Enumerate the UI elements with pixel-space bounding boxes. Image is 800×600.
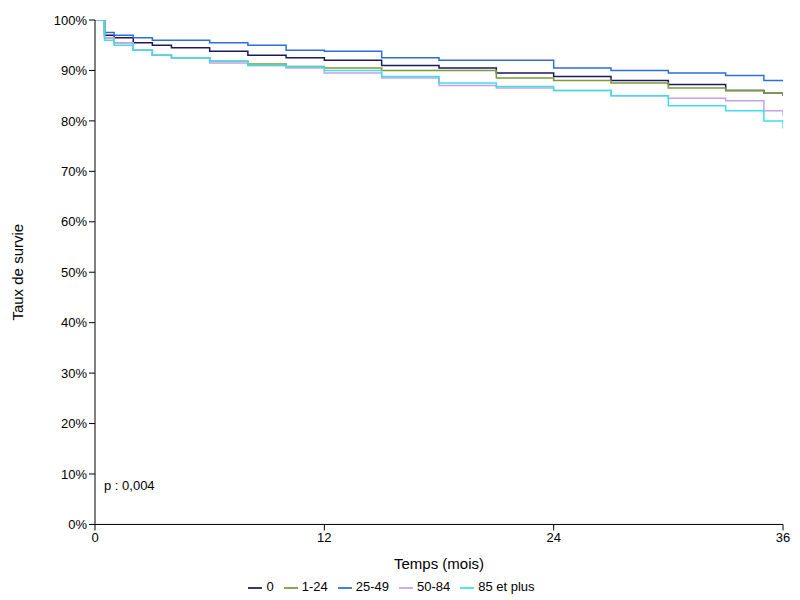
svg-text:0: 0 — [91, 530, 98, 545]
html-text:1-24: 1-24 — [301, 579, 328, 595]
html-text:25-49: 25-49 — [355, 579, 389, 595]
svg-text:30%: 30% — [61, 366, 87, 381]
svg-text:0%: 0% — [68, 517, 87, 532]
svg-text:40%: 40% — [61, 315, 87, 330]
svg-text:24: 24 — [546, 530, 560, 545]
svg-text:90%: 90% — [61, 63, 87, 78]
svg-text:20%: 20% — [61, 416, 87, 431]
svg-text:10%: 10% — [61, 467, 87, 482]
svg-text:36: 36 — [776, 530, 790, 545]
svg-text:60%: 60% — [61, 214, 87, 229]
svg-text:80%: 80% — [61, 114, 87, 129]
svg-text:Temps (mois): Temps (mois) — [394, 555, 484, 572]
svg-text:12: 12 — [317, 530, 331, 545]
svg-text:Taux de survie: Taux de survie — [9, 224, 26, 321]
svg-text:50%: 50% — [61, 265, 87, 280]
svg-text:100%: 100% — [54, 13, 88, 28]
svg-text:70%: 70% — [61, 164, 87, 179]
html-text:0: 0 — [266, 579, 274, 595]
html-text:85 et plus: 85 et plus — [478, 579, 535, 595]
html-text:50-84: 50-84 — [416, 579, 451, 595]
html-text:p : 0,004: p : 0,004 — [104, 478, 155, 493]
